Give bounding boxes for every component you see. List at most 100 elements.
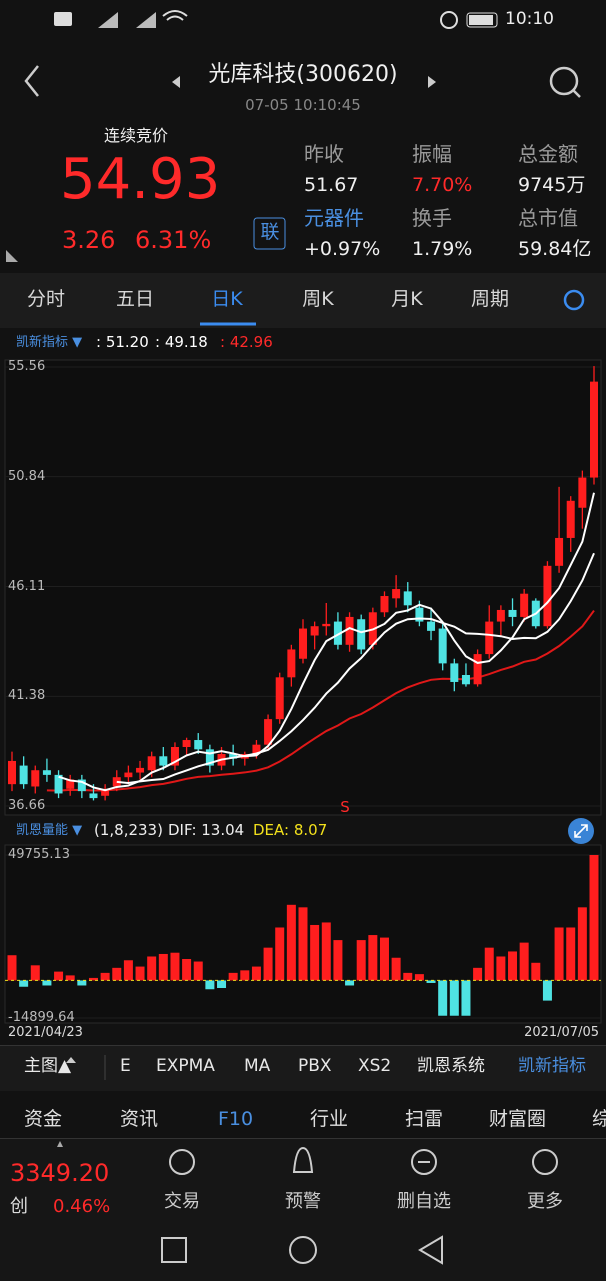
action-label[interactable]: 更多 <box>527 1191 563 1212</box>
alarm-icon <box>440 11 458 29</box>
indicator-tab[interactable]: XS2 <box>358 1056 392 1076</box>
volume-bar <box>88 977 98 981</box>
volume-bar <box>403 972 413 981</box>
candle-body <box>566 500 575 538</box>
stat-label: 元器件 <box>304 206 364 230</box>
volume-bar <box>333 940 343 981</box>
indicator-tab[interactable]: 凯新指标 <box>518 1056 586 1076</box>
prev-stock[interactable] <box>172 76 180 88</box>
volume-bar <box>577 907 587 981</box>
indicator-name[interactable]: 凯恩量能 ▼ <box>16 823 83 838</box>
recent-apps-button[interactable] <box>161 1237 187 1263</box>
indicator-tab[interactable]: PBX <box>298 1056 332 1076</box>
indicator-value: : 42.96 <box>220 333 273 351</box>
stat-value: 51.67 <box>304 174 359 196</box>
candle-body <box>310 626 319 636</box>
nav-tab[interactable]: 综 <box>592 1108 606 1130</box>
candle-body <box>89 793 98 799</box>
next-stock[interactable] <box>428 76 436 88</box>
link-badge-box[interactable] <box>253 217 286 250</box>
action-label[interactable]: 交易 <box>164 1191 200 1212</box>
indicator-tab[interactable]: MA <box>244 1056 271 1076</box>
action-label[interactable]: 预警 <box>285 1191 321 1212</box>
candle-body <box>31 770 40 787</box>
candle-body <box>590 381 598 478</box>
indicator-tab[interactable]: 凯恩系统 <box>417 1056 485 1076</box>
candle-body <box>543 565 552 627</box>
period-tab[interactable]: 月K <box>391 288 423 310</box>
y-tick-label: 36.66 <box>8 798 46 813</box>
alert-icon[interactable] <box>292 1146 314 1173</box>
candle-body <box>450 663 459 682</box>
battery-icon <box>466 12 498 28</box>
home-button[interactable] <box>289 1236 317 1264</box>
nav-tab[interactable]: 财富圈 <box>489 1108 547 1130</box>
indicator-value: : 51.20 <box>96 333 149 351</box>
signal-annotation: S <box>340 798 350 816</box>
indicator-tab[interactable]: EXPMA <box>156 1056 215 1076</box>
quote-time: 07-05 10:10:45 <box>245 96 361 114</box>
volume-bar <box>298 907 308 981</box>
more-icon[interactable] <box>532 1149 558 1175</box>
index-change: 0.46% <box>53 1196 111 1217</box>
volume-bar <box>321 922 331 981</box>
back-button[interactable] <box>24 65 39 97</box>
period-tab[interactable]: 周K <box>302 288 334 310</box>
period-tab[interactable]: 分时 <box>26 288 66 310</box>
signal-icon <box>98 12 156 28</box>
trade-icon[interactable] <box>169 1149 195 1175</box>
search-button[interactable] <box>549 66 579 96</box>
nav-tab[interactable]: 扫雷 <box>405 1108 444 1130</box>
expand-icon <box>574 824 588 838</box>
dif-value: DIF: 13.04 <box>168 821 245 839</box>
candle-body <box>275 677 284 720</box>
search-handle <box>572 89 581 98</box>
dropdown-arrow <box>66 1057 76 1063</box>
volume-bar <box>123 960 133 981</box>
candle-body <box>427 621 436 631</box>
volume-bar <box>251 966 261 981</box>
volume-bar <box>7 955 17 981</box>
candle-body <box>415 607 424 622</box>
candle-body <box>8 760 16 785</box>
settings-button[interactable] <box>563 289 585 311</box>
candle-body <box>473 654 482 685</box>
indicator-tab[interactable]: 主图▲ <box>24 1056 72 1076</box>
price-change: 3.26 <box>62 226 116 254</box>
nav-tab[interactable]: F10 <box>218 1108 254 1130</box>
indicator-tab[interactable]: E <box>120 1056 131 1076</box>
y-tick-label: 49755.13 <box>8 847 71 862</box>
volume-bar <box>426 980 436 983</box>
volume-bar <box>473 967 483 981</box>
volume-bar <box>286 904 296 981</box>
candle-body <box>578 477 587 508</box>
indicator-name[interactable]: 凯新指标 ▼ <box>16 335 83 350</box>
candle-body <box>147 756 156 771</box>
corner-mark <box>6 250 18 262</box>
nav-tab[interactable]: 行业 <box>310 1108 349 1130</box>
period-tab[interactable]: 五日 <box>115 288 155 310</box>
stock-title: 光库科技(300620) <box>208 62 398 87</box>
nav-tab[interactable]: 资讯 <box>120 1108 159 1130</box>
candle-body <box>77 779 86 792</box>
candle-body <box>264 719 273 745</box>
period-tab[interactable]: 周期 <box>470 288 510 310</box>
nav-tab[interactable]: 资金 <box>24 1108 63 1130</box>
link-badge[interactable]: 联 <box>260 221 280 243</box>
volume-bar <box>182 959 192 981</box>
period-tab[interactable]: 日K <box>211 288 243 310</box>
back-nav-button[interactable] <box>418 1235 443 1265</box>
candle-body <box>170 747 179 766</box>
candle-body <box>322 623 331 627</box>
indicator-value: : 49.18 <box>155 333 208 351</box>
change-percent: 6.31% <box>135 226 212 254</box>
stat-value: +0.97% <box>304 238 381 260</box>
action-label[interactable]: 删自选 <box>397 1191 451 1212</box>
candle-body <box>403 591 412 606</box>
volume-bar <box>77 980 87 986</box>
candle-body <box>205 749 214 766</box>
remove-icon[interactable] <box>411 1149 437 1175</box>
volume-bar <box>508 951 518 981</box>
